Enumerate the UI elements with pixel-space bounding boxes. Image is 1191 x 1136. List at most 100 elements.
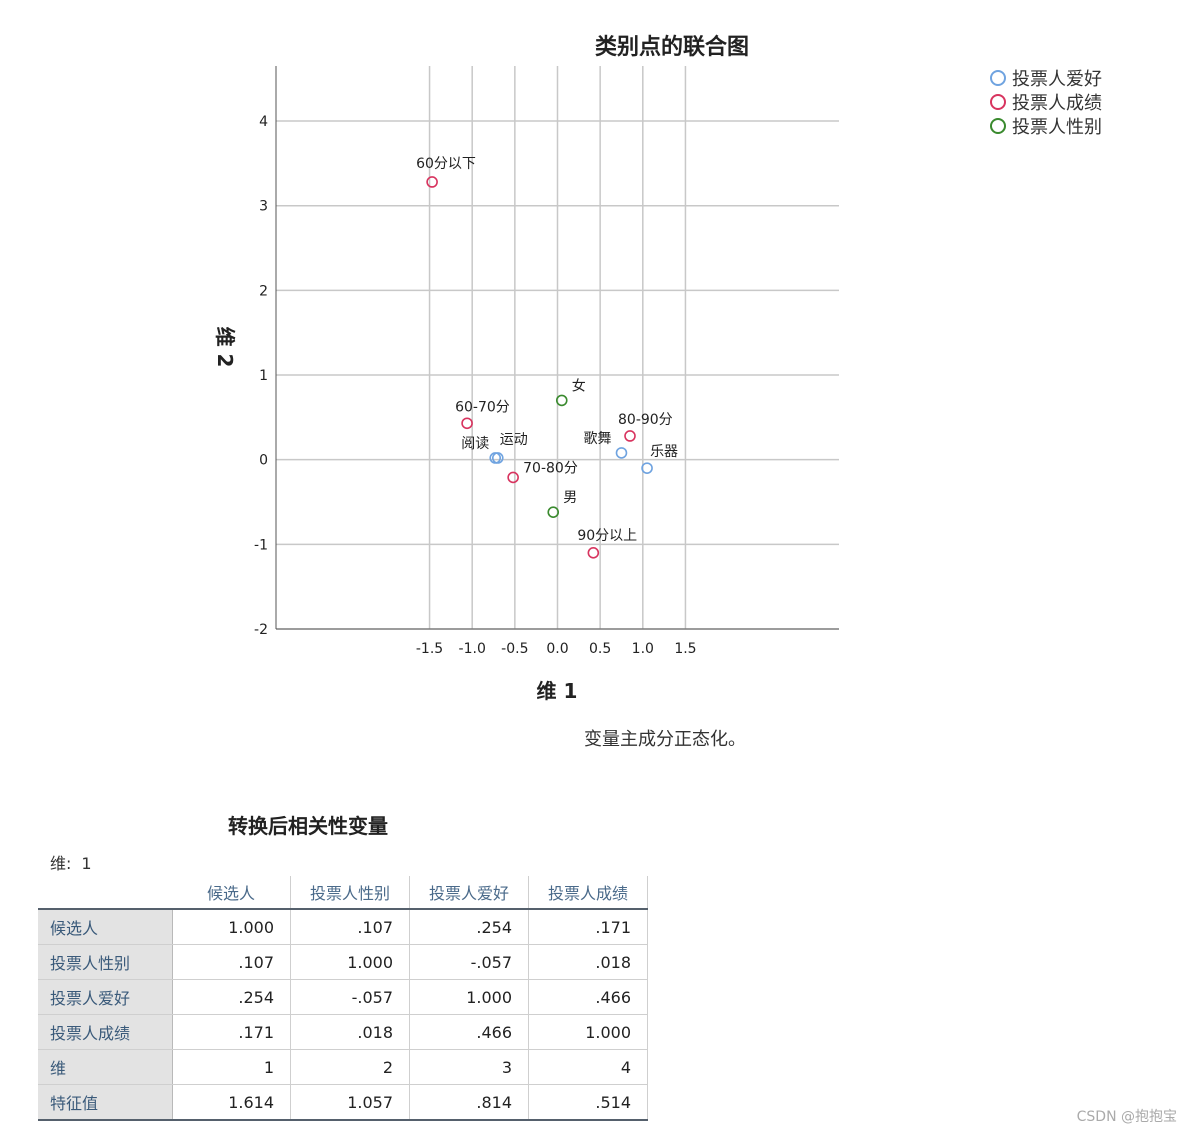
data-point-label: 70-80分 (523, 460, 578, 476)
table-cell: .466 (409, 1014, 529, 1050)
chart-note: 变量主成分正态化。 (584, 729, 746, 750)
table-cell: .514 (528, 1084, 648, 1121)
data-point (426, 176, 438, 188)
table-cell: .466 (528, 979, 648, 1015)
table-cell: 1.000 (528, 1014, 648, 1050)
data-point (461, 417, 473, 430)
table-row: 投票人爱好 .254 -.057 1.000 .466 (38, 979, 648, 1015)
table-cell: .171 (172, 1014, 291, 1050)
data-point (587, 547, 600, 559)
legend-item-grade: 投票人成绩 (990, 90, 1102, 114)
table-row: 候选人 1.000 .107 .254 .171 (38, 909, 648, 945)
chart-title: 类别点的联合图 (595, 34, 749, 60)
y-tick-label: 2 (259, 283, 268, 299)
legend: 投票人爱好 投票人成绩 投票人性别 (990, 66, 1102, 138)
watermark-credit: CSDN @抱抱宝 (1076, 1109, 1177, 1125)
legend-item-hobby: 投票人爱好 (990, 66, 1102, 90)
table-cell: 1.000 (409, 979, 529, 1015)
data-point (555, 394, 568, 407)
table-cell: -.057 (409, 944, 529, 980)
row-header: 维 (38, 1049, 173, 1085)
data-point (641, 462, 653, 474)
x-tick-label: 1.5 (674, 641, 696, 657)
table-cell: .171 (528, 909, 648, 945)
data-point-label: 女 (572, 377, 586, 394)
row-header: 投票人爱好 (38, 979, 173, 1015)
x-tick-label: -1.0 (459, 641, 486, 657)
data-point (547, 506, 560, 518)
y-tick-label: 0 (259, 453, 268, 469)
x-tick-label: -0.5 (501, 641, 528, 657)
table-row: 投票人性别 .107 1.000 -.057 .018 (38, 944, 648, 980)
y-axis-label: 维 2 (213, 327, 237, 368)
table-corner (38, 876, 172, 910)
y-tick-label: -2 (254, 622, 268, 638)
joint-plot: 类别点的联合图 -1.5 -1.0 -0.5 0.0 0.5 1.0 1.5 -2 -1 0 1 2 3… (213, 34, 839, 703)
data-point-label: 60分以下 (416, 156, 476, 172)
data-point (507, 471, 519, 484)
table-cell: .814 (409, 1084, 529, 1121)
x-tick-label: 1.0 (632, 641, 654, 657)
column-header: 候选人 (172, 876, 291, 910)
table-cell: 1 (172, 1049, 291, 1085)
data-point-label: 阅读 (461, 435, 489, 452)
table-row: 投票人成绩 .171 .018 .466 1.000 (38, 1014, 648, 1050)
column-header: 投票人爱好 (409, 876, 529, 910)
data-point-label: 歌舞 (583, 431, 611, 447)
y-tick-label: 4 (259, 114, 268, 130)
x-tick-label: 0.5 (589, 641, 611, 657)
data-point (624, 430, 636, 442)
table-cell: 1.000 (172, 909, 291, 945)
x-tick-label: -1.5 (416, 641, 443, 657)
table-header-row: 候选人 投票人性别 投票人爱好 投票人成绩 (38, 876, 648, 910)
y-tick-label: 3 (259, 199, 268, 215)
data-point (491, 452, 504, 464)
y-tick-label: 1 (259, 368, 268, 384)
table-cell: 1.614 (172, 1084, 291, 1121)
legend-label: 投票人性别 (1012, 117, 1102, 138)
legend-item-gender: 投票人性别 (990, 114, 1102, 138)
table-cell: 1.000 (290, 944, 410, 980)
legend-label: 投票人爱好 (1012, 69, 1102, 90)
column-header: 投票人成绩 (528, 876, 648, 910)
grid (276, 66, 839, 630)
table-cell: .107 (290, 909, 410, 945)
data-point-label: 80-90分 (618, 412, 673, 428)
table-cell: 4 (528, 1049, 648, 1085)
x-tick-label: 0.0 (546, 641, 568, 657)
ticks: -1.5 -1.0 -0.5 0.0 0.5 1.0 1.5 -2 -1 0 1 2 3 4 (254, 114, 697, 657)
table-title: 转换后相关性变量 (228, 814, 388, 838)
data-point-label: 乐器 (650, 444, 678, 460)
table-cell: .018 (290, 1014, 410, 1050)
data-point-label: 60-70分 (455, 399, 510, 415)
table-subtitle: 维: 1 (50, 850, 92, 874)
table-cell: 2 (290, 1049, 410, 1085)
table-cell: 1.057 (290, 1084, 410, 1121)
circle-marker-icon (990, 94, 1006, 110)
data-point-label: 男 (563, 490, 577, 506)
table-cell: -.057 (290, 979, 410, 1015)
dimension-value: 1 (81, 854, 92, 873)
row-header: 特征值 (38, 1084, 173, 1121)
data-point-label: 运动 (500, 432, 528, 448)
table-row: 维 1 2 3 4 (38, 1049, 648, 1085)
row-header: 候选人 (38, 909, 173, 945)
y-tick-label: -1 (254, 537, 268, 553)
row-header: 投票人成绩 (38, 1014, 173, 1050)
circle-marker-icon (990, 118, 1006, 134)
dimension-label: 维: (50, 854, 72, 873)
column-header: 投票人性别 (290, 876, 410, 910)
circle-marker-icon (990, 70, 1006, 86)
data-point-label: 90分以上 (577, 528, 637, 544)
table-cell: .254 (409, 909, 529, 945)
data-point (615, 447, 628, 459)
x-axis-label: 维 1 (537, 679, 578, 703)
table-cell: .018 (528, 944, 648, 980)
table-cell: .254 (172, 979, 291, 1015)
table-cell: 3 (409, 1049, 529, 1085)
legend-label: 投票人成绩 (1012, 93, 1102, 114)
row-header: 投票人性别 (38, 944, 173, 980)
table-row: 特征值 1.614 1.057 .814 .514 (38, 1084, 648, 1121)
correlation-table: 候选人 投票人性别 投票人爱好 投票人成绩 候选人 1.000 .107 .25… (38, 876, 648, 1121)
